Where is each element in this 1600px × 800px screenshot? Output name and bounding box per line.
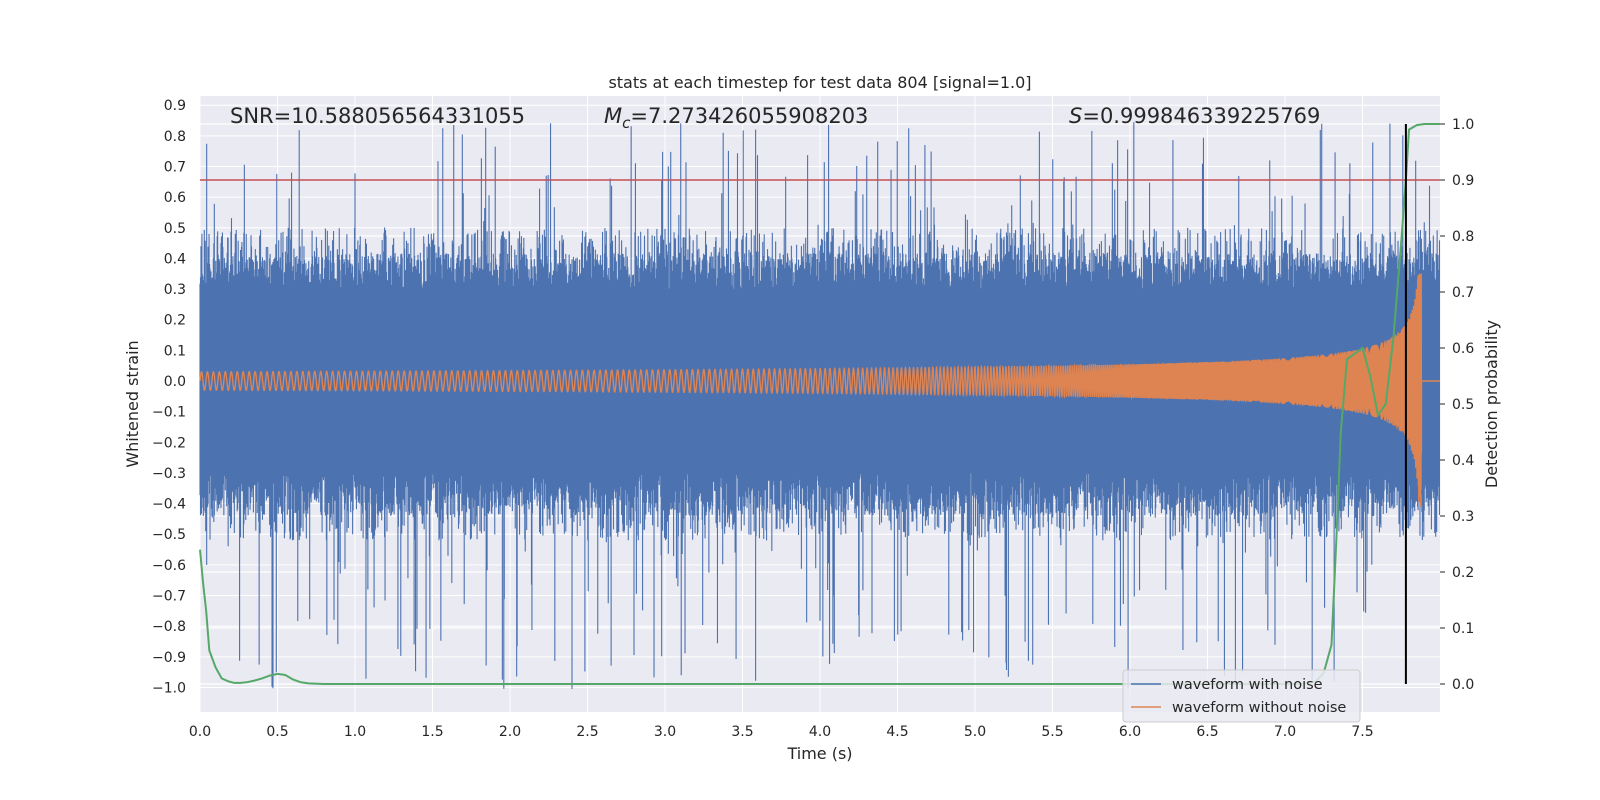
series-detection-probability [199, 123, 1440, 685]
y-right-tick-label: 0.6 [1452, 341, 1474, 357]
y-right-tick-label: 0.2 [1452, 565, 1474, 581]
data-layer [199, 122, 1441, 689]
y-tick-label: −0.8 [152, 619, 186, 635]
y-tick-label: 0.8 [164, 129, 186, 145]
chirp-mass-value: =7.273426055908203 [630, 104, 868, 128]
x-tick-label: 7.0 [1274, 724, 1296, 740]
x-tick-label: 4.0 [809, 724, 831, 740]
y-tick-label: −0.9 [152, 650, 186, 666]
x-axis-ticks: 0.0 0.5 1.0 1.5 2.0 2.5 3.0 3.5 4.0 4.5 5.0 5.5 6.0 6… [189, 724, 1374, 740]
chart-title: stats at each timestep for test data 804… [608, 73, 1031, 92]
y-tick-label: 0.2 [164, 313, 186, 329]
x-tick-label: 2.5 [576, 724, 598, 740]
y-right-tick-label: 0.9 [1452, 173, 1474, 189]
x-tick-label: 1.5 [421, 724, 443, 740]
x-tick-label: 2.0 [499, 724, 521, 740]
score-symbol: S [1069, 104, 1082, 128]
x-tick-label: 6.5 [1196, 724, 1218, 740]
y-right-tick-label: 0.5 [1452, 397, 1474, 413]
y-right-tick-label: 1.0 [1452, 117, 1474, 133]
y-axis-ticks: 0.9 0.8 0.7 0.6 0.5 0.4 0.3 0.2 0.1 0.0 −0.1 −0.2 −0… [152, 98, 186, 696]
y-tick-label: −0.1 [152, 405, 186, 421]
series-waveform-without-noise [199, 273, 1440, 507]
y-tick-label: 0.5 [164, 221, 186, 237]
y-right-tick-label: 0.4 [1452, 453, 1474, 469]
x-tick-label: 3.0 [654, 724, 676, 740]
y-tick-label: 0.1 [164, 343, 186, 359]
x-tick-label: 4.5 [886, 724, 908, 740]
x-tick-label: 5.0 [964, 724, 986, 740]
y-right-axis-label: Detection probability [1482, 320, 1501, 488]
y-right-axis-ticks: 1.0 0.9 0.8 0.7 0.6 0.5 0.4 0.3 0.2 0.1 0.0 [1440, 117, 1474, 693]
x-tick-label: 6.0 [1119, 724, 1141, 740]
x-axis-label: Time (s) [786, 744, 852, 763]
y-right-tick-label: 0.3 [1452, 509, 1474, 525]
legend-label-clean: waveform without noise [1172, 700, 1346, 716]
y-tick-label: 0.7 [164, 159, 186, 175]
snr-annotation: SNR=10.588056564331055 [230, 104, 525, 128]
y-tick-label: −0.4 [152, 497, 186, 513]
legend: waveform with noise waveform without noi… [1122, 669, 1361, 723]
y-axis-label: Whitened strain [123, 340, 142, 467]
x-tick-label: 0.5 [266, 724, 288, 740]
score-value: =0.999846339225769 [1082, 104, 1320, 128]
y-tick-label: −0.3 [152, 466, 186, 482]
y-tick-label: 0.4 [164, 251, 186, 267]
y-tick-label: 0.9 [164, 98, 186, 114]
y-right-tick-label: 0.8 [1452, 229, 1474, 245]
y-right-tick-label: 0.0 [1452, 677, 1474, 693]
x-tick-label: 0.0 [189, 724, 211, 740]
x-tick-label: 5.5 [1041, 724, 1063, 740]
chirp-mass-subscript: c [622, 114, 631, 132]
y-tick-label: −1.0 [152, 680, 186, 696]
x-tick-label: 7.5 [1351, 724, 1373, 740]
y-tick-label: 0.6 [164, 190, 186, 206]
y-tick-label: −0.6 [152, 558, 186, 574]
x-tick-label: 3.5 [731, 724, 753, 740]
chirp-mass-symbol: M [604, 104, 622, 128]
y-right-tick-label: 0.7 [1452, 285, 1474, 301]
y-tick-label: −0.5 [152, 527, 186, 543]
score-annotation: S=0.999846339225769 [1069, 104, 1320, 128]
y-right-tick-label: 0.1 [1452, 621, 1474, 637]
legend-box [1122, 669, 1361, 723]
x-tick-label: 1.0 [344, 724, 366, 740]
chirp-mass-annotation: Mc=7.273426055908203 [604, 104, 868, 132]
y-tick-label: −0.7 [152, 589, 186, 605]
y-tick-label: −0.2 [152, 435, 186, 451]
y-tick-label: 0.3 [164, 282, 186, 298]
y-tick-label: 0.0 [164, 374, 186, 390]
legend-label-noise: waveform with noise [1172, 677, 1323, 693]
